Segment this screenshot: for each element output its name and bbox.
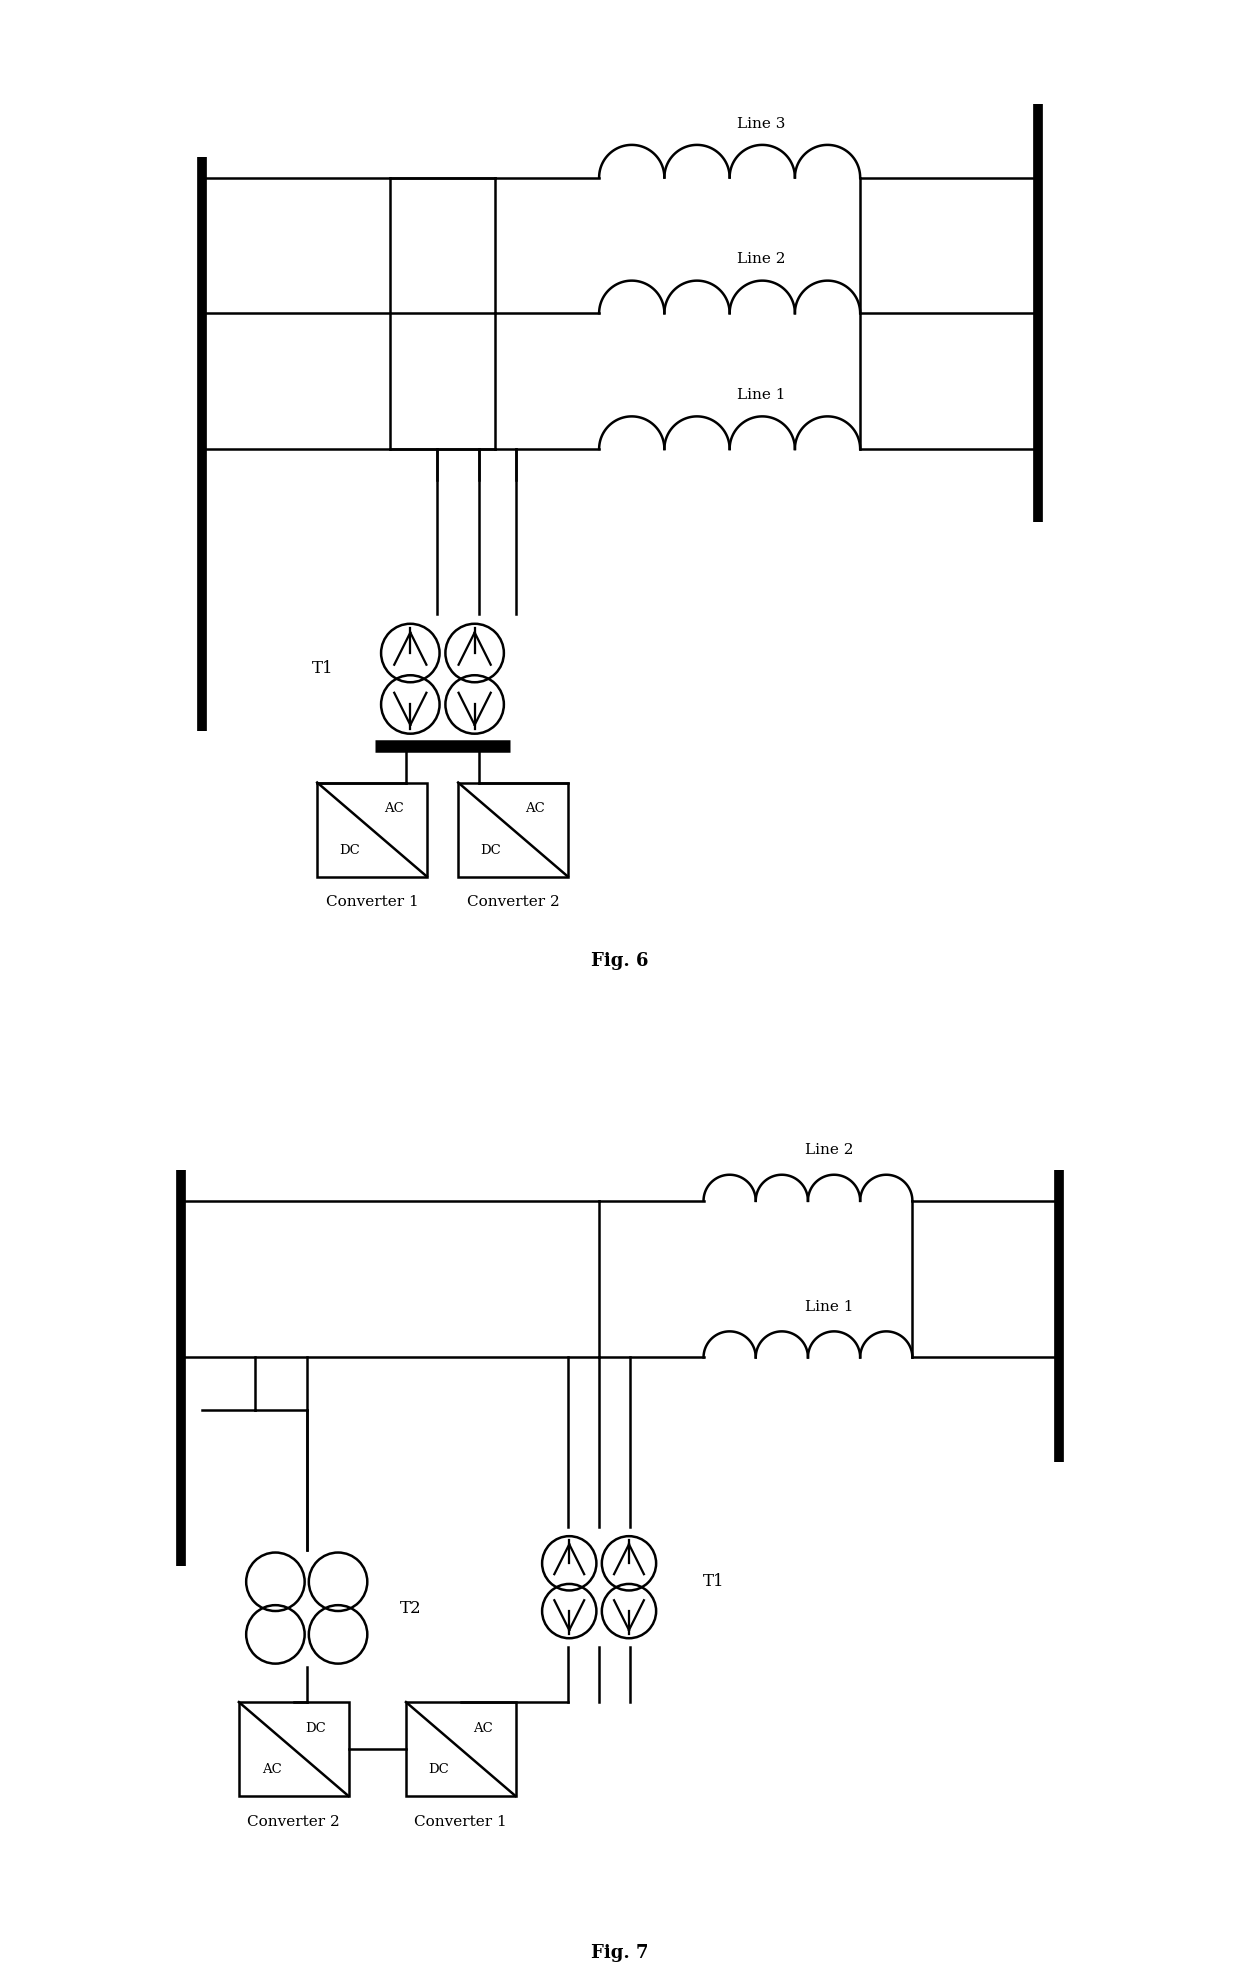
Text: DC: DC — [481, 843, 501, 857]
Text: Line 1: Line 1 — [805, 1300, 853, 1313]
Text: Fig. 7: Fig. 7 — [591, 1944, 649, 1962]
Text: Converter 2: Converter 2 — [466, 895, 559, 909]
Bar — [317, 782, 427, 877]
Text: Line 3: Line 3 — [737, 117, 785, 131]
Bar — [458, 782, 568, 877]
Text: T1: T1 — [703, 1573, 725, 1591]
Text: AC: AC — [262, 1764, 281, 1776]
Text: Line 2: Line 2 — [805, 1143, 853, 1157]
Text: Converter 1: Converter 1 — [326, 895, 418, 909]
Text: AC: AC — [472, 1722, 492, 1734]
Text: T2: T2 — [401, 1599, 422, 1617]
Text: Line 1: Line 1 — [737, 389, 785, 403]
Text: Converter 2: Converter 2 — [247, 1815, 340, 1829]
Text: AC: AC — [384, 802, 404, 815]
Text: DC: DC — [305, 1722, 326, 1734]
Text: Converter 1: Converter 1 — [414, 1815, 507, 1829]
Text: DC: DC — [340, 843, 361, 857]
Bar — [405, 1702, 516, 1796]
Text: T1: T1 — [311, 661, 334, 677]
Text: Line 2: Line 2 — [737, 252, 785, 266]
Bar — [239, 1702, 348, 1796]
Text: AC: AC — [525, 802, 544, 815]
Text: DC: DC — [429, 1764, 449, 1776]
Text: Fig. 6: Fig. 6 — [591, 952, 649, 970]
